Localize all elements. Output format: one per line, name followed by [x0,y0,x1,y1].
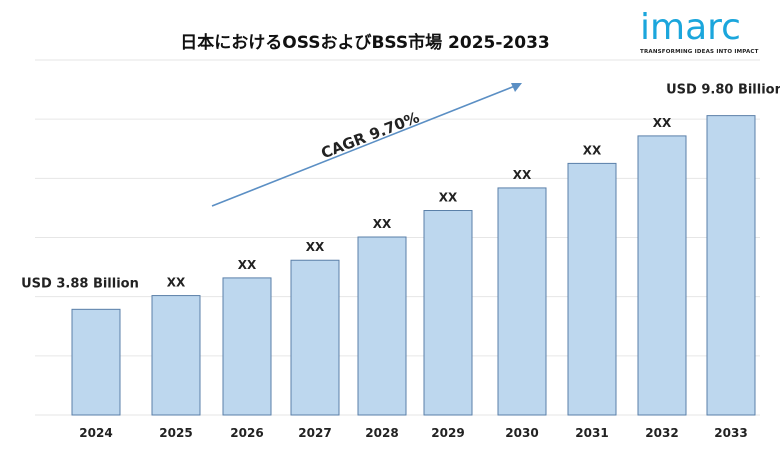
logo-tagline: TRANSFORMING IDEAS INTO IMPACT [640,49,759,55]
data-label: XX [167,276,186,290]
data-label: XX [513,168,532,182]
data-label: XX [583,143,602,157]
bar-2025 [151,295,201,416]
data-label: XX [439,191,458,205]
x-tick-label: 2026 [230,426,263,440]
cagr-arrow-line [211,85,516,207]
bar-2030 [497,187,547,416]
x-tick-label: 2033 [714,426,747,440]
x-tick-label: 2032 [645,426,678,440]
chart-title: 日本におけるOSSおよびBSS市場 2025-2033 [180,33,550,53]
data-label: XX [653,116,672,130]
x-tick-label: 2025 [159,426,192,440]
imarc-logo: imarc TRANSFORMING IDEAS INTO IMPACT [640,7,780,56]
x-tick-label: 2028 [365,426,398,440]
bar-2026 [222,277,272,416]
data-label: XX [373,217,392,231]
bar-2024 [71,308,121,416]
bar-2029 [423,210,473,416]
x-tick-label: 2027 [298,426,331,440]
x-tick-label: 2029 [431,426,464,440]
logo-word: imarc [640,7,741,48]
x-tick-label: 2031 [575,426,608,440]
bar-2027 [290,259,340,416]
x-tick-label: 2030 [505,426,538,440]
bar-2032 [637,135,687,416]
cagr-annotation: CAGR 9.70% [319,108,422,162]
x-tick-label: 2024 [79,426,112,440]
cagr-arrowhead-icon [511,83,522,92]
bar-2031 [567,162,617,416]
data-label: USD 9.80 Billion [666,83,780,98]
data-label: XX [238,258,257,272]
data-label: XX [306,240,325,254]
bar-2033 [706,115,756,416]
data-label: USD 3.88 Billion [21,276,139,291]
bar-2028 [357,236,407,416]
